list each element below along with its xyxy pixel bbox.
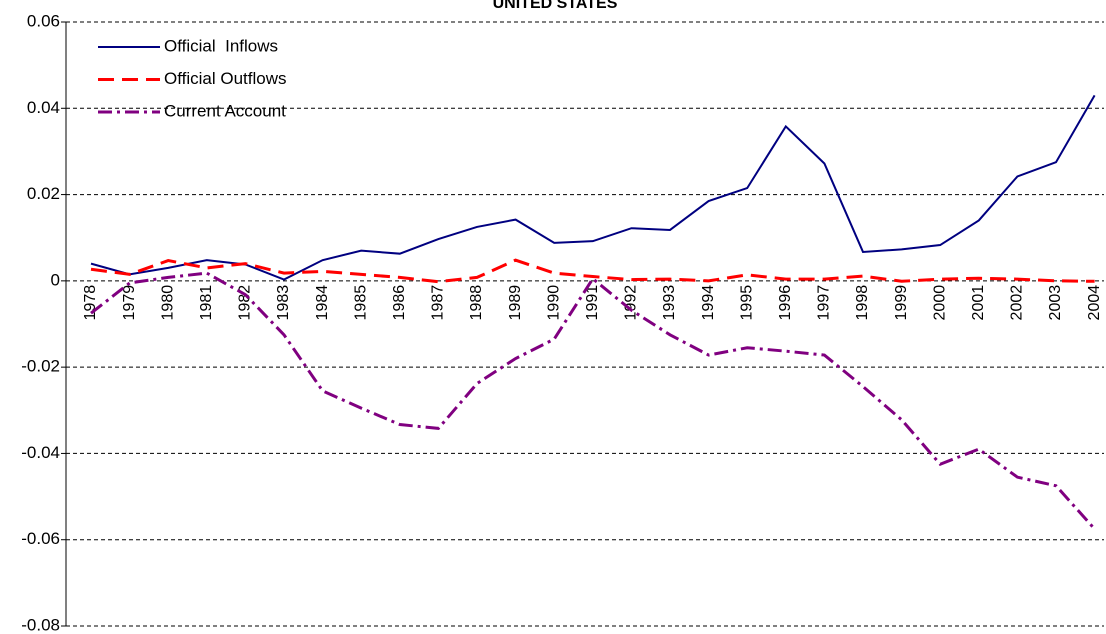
- x-tick-label: 1997: [816, 285, 833, 321]
- y-tick-label: -0.06: [21, 529, 60, 548]
- x-tick-label: 2004: [1086, 285, 1103, 321]
- x-tick-label: 1989: [507, 285, 524, 321]
- x-tick-label: 1992: [623, 285, 640, 321]
- chart-title: UNITED STATES: [493, 0, 618, 12]
- x-tick-label: 1987: [430, 285, 447, 321]
- x-tick-label: 1979: [121, 285, 138, 321]
- x-tick-label: 1998: [854, 285, 871, 321]
- x-tick-label: 1978: [82, 285, 99, 321]
- x-tick-label: 1985: [352, 285, 369, 321]
- x-tick-label: 2003: [1047, 285, 1064, 321]
- legend-label: Current Account: [164, 101, 286, 120]
- legend-label: Official Outflows: [164, 69, 287, 88]
- y-tick-label: -0.08: [21, 615, 60, 634]
- series-line: [90, 258, 1095, 284]
- x-tick-label: 1986: [391, 285, 408, 321]
- series-line: [90, 94, 1096, 281]
- x-tick-label: 1993: [661, 285, 678, 321]
- y-tick-label: 0: [51, 270, 60, 289]
- x-tick-label: 1980: [159, 285, 176, 321]
- x-tick-label: 2002: [1009, 285, 1026, 321]
- x-tick-label: 1983: [275, 285, 292, 321]
- y-tick-label: 0.06: [27, 11, 60, 30]
- x-tick-label: 1990: [545, 285, 562, 321]
- x-tick-label: 1994: [700, 285, 717, 321]
- series-line: [90, 271, 1096, 530]
- x-tick-label: 1999: [893, 285, 910, 321]
- x-tick-label: 1981: [198, 285, 215, 321]
- x-tick-label: 1984: [314, 285, 331, 321]
- y-tick-label: 0.02: [27, 184, 60, 203]
- y-tick-label: -0.04: [21, 443, 60, 462]
- x-tick-label: 1996: [777, 285, 794, 321]
- x-tick-label: 1991: [584, 285, 601, 321]
- legend-label: Official Inflows: [164, 36, 278, 55]
- x-tick-label: 1988: [468, 285, 485, 321]
- y-tick-label: 0.04: [27, 98, 60, 117]
- x-tick-label: 2001: [970, 285, 987, 321]
- x-tick-label: 1995: [738, 285, 755, 321]
- y-tick-label: -0.02: [21, 357, 60, 376]
- x-tick-label: 2000: [931, 285, 948, 321]
